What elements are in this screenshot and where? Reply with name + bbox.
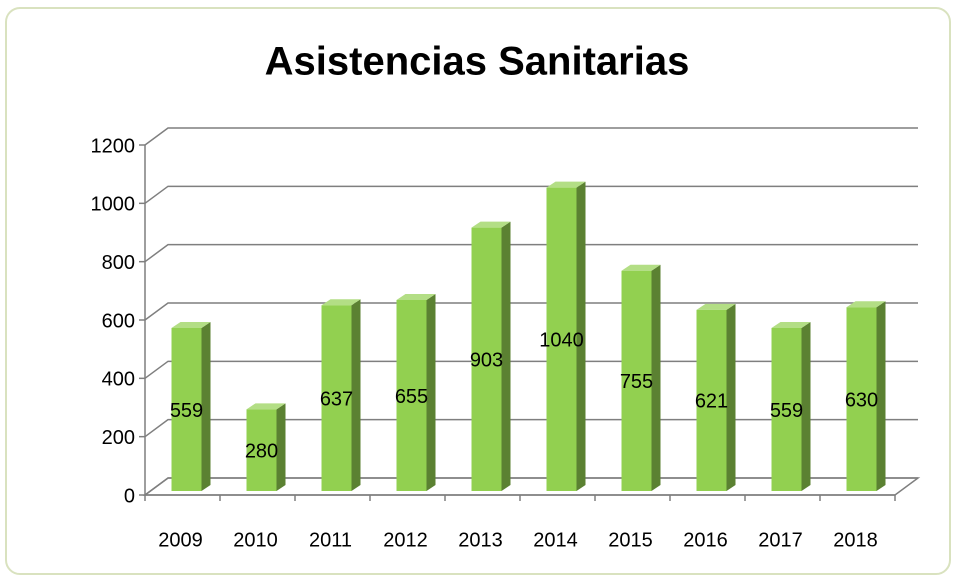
bar-top xyxy=(246,403,286,410)
bar-front xyxy=(846,307,877,491)
bar-top xyxy=(546,181,586,188)
bar-front xyxy=(171,327,202,491)
y-tick-label: 1200 xyxy=(91,135,136,157)
bar-front xyxy=(546,187,577,491)
y-tick-label: 1000 xyxy=(91,194,136,216)
bar-top xyxy=(621,264,661,271)
bar xyxy=(171,321,211,491)
data-label: 755 xyxy=(620,371,653,393)
data-label: 621 xyxy=(695,391,728,413)
bar-front xyxy=(771,327,802,491)
bar xyxy=(621,264,661,491)
data-label: 655 xyxy=(395,386,428,408)
data-label: 280 xyxy=(245,440,278,462)
bar-side xyxy=(876,301,886,491)
x-tick-label: 2014 xyxy=(533,529,578,551)
y-tick-label: 200 xyxy=(102,427,135,449)
bar-front xyxy=(621,270,652,491)
bar-side xyxy=(726,303,736,491)
bar xyxy=(396,293,436,491)
bar-side xyxy=(651,264,661,491)
y-tick-label: 0 xyxy=(124,485,135,507)
bar-top xyxy=(321,299,361,306)
bar xyxy=(846,301,886,491)
x-tick-label: 2016 xyxy=(683,529,728,551)
bar-side xyxy=(501,221,511,491)
bar xyxy=(546,181,586,491)
x-tick-label: 2017 xyxy=(758,529,803,551)
x-tick-label: 2011 xyxy=(309,529,352,551)
grid-line xyxy=(144,418,918,438)
bar-top xyxy=(171,321,211,328)
grid-line xyxy=(144,185,918,204)
grid-line xyxy=(144,360,918,379)
bar-top xyxy=(396,293,436,300)
bar-top xyxy=(471,221,511,228)
x-tick-label: 2015 xyxy=(608,529,653,551)
grid-line xyxy=(144,302,918,321)
y-tick-label: 400 xyxy=(102,369,135,391)
bar-front xyxy=(321,305,352,491)
bar xyxy=(471,221,511,491)
bar-top xyxy=(846,301,886,308)
data-label: 559 xyxy=(170,400,203,422)
bar xyxy=(771,321,811,491)
bar-side xyxy=(426,293,436,491)
grid-line xyxy=(144,243,918,263)
grid-line xyxy=(144,477,918,496)
x-tick-label: 2012 xyxy=(383,529,428,551)
x-tick-label: 2013 xyxy=(458,529,503,551)
bar-front xyxy=(471,227,502,491)
chart-title: Asistencias Sanitarias xyxy=(265,40,690,84)
bar xyxy=(696,303,736,491)
data-label: 903 xyxy=(470,350,503,372)
bar-front xyxy=(396,299,427,491)
bar-side xyxy=(276,403,286,491)
data-label: 630 xyxy=(845,389,878,411)
y-tick-label: 800 xyxy=(102,252,135,274)
x-tick-label: 2010 xyxy=(233,529,278,551)
x-tick-label: 2009 xyxy=(158,529,203,551)
y-tick-label: 600 xyxy=(102,310,135,332)
bar-top xyxy=(696,303,736,310)
bar xyxy=(321,299,361,491)
bar xyxy=(246,403,286,491)
bar-side xyxy=(801,321,811,491)
data-label: 637 xyxy=(320,388,353,410)
bar-side xyxy=(201,321,211,491)
grid-line xyxy=(144,127,918,146)
bar-side xyxy=(576,181,586,491)
x-tick-label: 2018 xyxy=(833,529,878,551)
bar-front xyxy=(246,409,277,491)
bar-top xyxy=(771,321,811,328)
data-label: 559 xyxy=(770,400,803,422)
bar-front xyxy=(696,309,727,491)
bar-side xyxy=(351,299,361,491)
data-label: 1040 xyxy=(539,330,584,352)
